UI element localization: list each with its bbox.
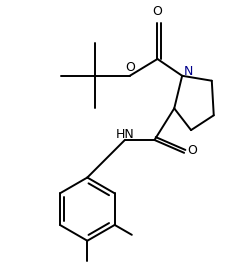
Text: HN: HN bbox=[116, 128, 134, 141]
Text: O: O bbox=[153, 5, 162, 18]
Text: N: N bbox=[183, 65, 193, 78]
Text: O: O bbox=[187, 144, 197, 157]
Text: O: O bbox=[125, 61, 135, 74]
